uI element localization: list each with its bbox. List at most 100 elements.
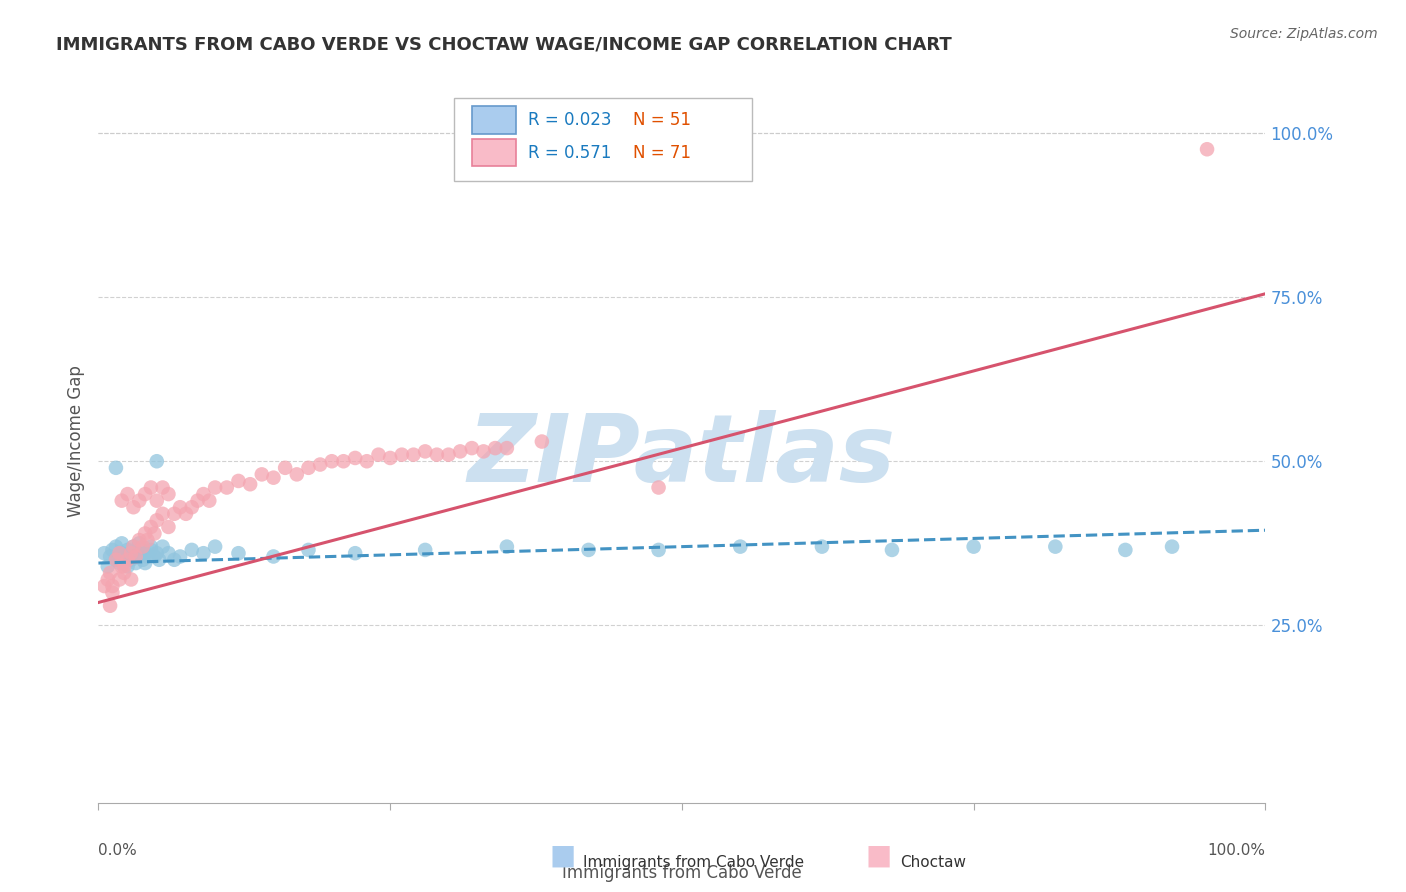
Point: [134, 487, 156, 501]
Point: [128, 533, 150, 547]
Point: [274, 460, 297, 475]
Point: [146, 546, 169, 560]
Point: [413, 542, 436, 557]
Point: [122, 540, 145, 554]
Point: [146, 454, 169, 468]
Point: [297, 542, 319, 557]
Point: [285, 467, 308, 482]
Point: [163, 553, 186, 567]
Point: [146, 513, 169, 527]
Point: [530, 434, 553, 449]
Point: [152, 507, 174, 521]
Point: [117, 542, 139, 557]
Text: ■: ■: [866, 842, 891, 870]
Text: IMMIGRANTS FROM CABO VERDE VS CHOCTAW WAGE/INCOME GAP CORRELATION CHART: IMMIGRANTS FROM CABO VERDE VS CHOCTAW WA…: [56, 36, 952, 54]
Point: [112, 559, 135, 574]
Point: [104, 460, 127, 475]
Text: Choctaw: Choctaw: [900, 855, 966, 870]
Point: [193, 487, 215, 501]
Point: [108, 546, 131, 560]
Point: [204, 481, 226, 495]
Point: [309, 458, 332, 472]
Point: [163, 507, 186, 521]
Point: [101, 542, 124, 557]
Point: [180, 500, 202, 515]
Point: [157, 520, 180, 534]
Point: [111, 546, 134, 560]
Point: [98, 599, 121, 613]
Point: [262, 471, 284, 485]
Point: [101, 585, 124, 599]
Point: [125, 556, 148, 570]
Point: [122, 540, 145, 554]
Point: [112, 566, 135, 580]
Point: [117, 559, 139, 574]
Point: [367, 448, 389, 462]
Point: [437, 448, 460, 462]
Text: 100.0%: 100.0%: [1208, 843, 1265, 857]
Point: [1045, 540, 1067, 554]
FancyBboxPatch shape: [472, 139, 516, 166]
Point: [139, 481, 162, 495]
Point: [461, 441, 484, 455]
Point: [344, 546, 367, 560]
Point: [104, 553, 127, 567]
Point: [152, 481, 174, 495]
Point: [484, 441, 506, 455]
Point: [120, 573, 142, 587]
Text: N = 51: N = 51: [633, 111, 690, 129]
Point: [228, 474, 250, 488]
Text: ZIPatlas: ZIPatlas: [468, 410, 896, 502]
Point: [1114, 542, 1136, 557]
Point: [152, 540, 174, 554]
Point: [108, 573, 131, 587]
Text: Source: ZipAtlas.com: Source: ZipAtlas.com: [1230, 27, 1378, 41]
Point: [262, 549, 284, 564]
Point: [647, 481, 669, 495]
Point: [134, 526, 156, 541]
Point: [1195, 142, 1218, 156]
Point: [112, 549, 135, 564]
Text: ■: ■: [550, 842, 575, 870]
Point: [193, 546, 215, 560]
Point: [128, 536, 150, 550]
Point: [132, 553, 155, 567]
Point: [215, 481, 238, 495]
Point: [169, 500, 191, 515]
Point: [880, 542, 903, 557]
Point: [174, 507, 197, 521]
Text: Immigrants from Cabo Verde: Immigrants from Cabo Verde: [562, 864, 801, 882]
Text: R = 0.571: R = 0.571: [527, 144, 612, 161]
Point: [148, 553, 170, 567]
Point: [134, 556, 156, 570]
Point: [413, 444, 436, 458]
Point: [380, 450, 402, 465]
Point: [187, 493, 209, 508]
Point: [139, 540, 162, 554]
Point: [344, 450, 367, 465]
Point: [97, 559, 120, 574]
Point: [117, 553, 139, 567]
Point: [125, 549, 148, 564]
Point: [198, 493, 221, 508]
Point: [472, 444, 495, 458]
Text: 0.0%: 0.0%: [98, 843, 138, 857]
Point: [647, 542, 669, 557]
Point: [136, 549, 159, 564]
Point: [134, 546, 156, 560]
Point: [449, 444, 471, 458]
Point: [1161, 540, 1184, 554]
Point: [239, 477, 262, 491]
Point: [139, 542, 162, 557]
Point: [120, 553, 142, 567]
Point: [228, 546, 250, 560]
FancyBboxPatch shape: [472, 106, 516, 134]
Point: [132, 540, 155, 554]
Point: [962, 540, 984, 554]
Point: [391, 448, 413, 462]
Point: [98, 549, 121, 564]
Point: [426, 448, 449, 462]
Point: [356, 454, 378, 468]
Point: [811, 540, 834, 554]
Y-axis label: Wage/Income Gap: Wage/Income Gap: [66, 366, 84, 517]
